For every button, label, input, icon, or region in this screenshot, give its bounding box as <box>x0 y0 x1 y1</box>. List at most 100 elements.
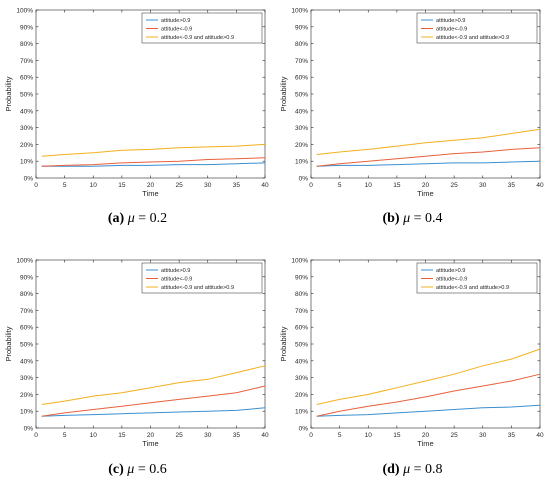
y-tick-label: 60% <box>295 75 308 82</box>
x-tick-label: 10 <box>90 432 98 439</box>
x-tick-label: 25 <box>451 432 459 439</box>
y-tick-label: 70% <box>295 58 308 65</box>
y-tick-label: 70% <box>295 308 308 315</box>
x-tick-label: 0 <box>34 182 38 189</box>
caption-value: = 0.6 <box>134 462 167 477</box>
caption-d: (d) μ = 0.8 <box>275 462 550 478</box>
x-axis-label: Time <box>417 189 433 198</box>
x-tick-label: 35 <box>508 432 516 439</box>
series-line <box>316 128 541 155</box>
series-line <box>41 143 266 157</box>
legend-label: attitude<-0.9 <box>436 277 467 283</box>
x-tick-label: 25 <box>176 182 184 189</box>
series-line <box>41 157 266 167</box>
y-tick-label: 80% <box>20 291 33 298</box>
chart-panel-a: 0% 10% 20% 30% 40% 50% 60% 70% 80% 90% 100% 0 5 10 15 2… <box>0 0 275 210</box>
x-tick-label: 25 <box>451 182 459 189</box>
x-tick-label: 30 <box>204 432 212 439</box>
series-line <box>41 385 266 417</box>
caption-symbol: μ <box>403 462 411 477</box>
y-tick-label: 100% <box>16 8 33 15</box>
x-axis-label: Time <box>142 189 158 198</box>
x-axis-label: Time <box>417 439 433 448</box>
x-tick-label: 35 <box>233 432 241 439</box>
y-tick-label: 50% <box>295 92 308 99</box>
legend-label: attitude<-0.9 <box>161 27 192 33</box>
y-axis-label: Probability <box>279 76 288 111</box>
chart-svg: 0% 10% 20% 30% 40% 50% 60% 70% 80% 90% 100% 0 5 10 15 2… <box>279 8 544 199</box>
chart-svg: 0% 10% 20% 30% 40% 50% 60% 70% 80% 90% 100% 0 5 10 15 2… <box>4 8 269 199</box>
caption-letter: (d) <box>382 462 400 477</box>
series-line <box>41 365 266 405</box>
y-tick-label: 40% <box>295 358 308 365</box>
legend-label: attitude<-0.9 and attitude>0.9 <box>436 35 509 41</box>
x-tick-label: 30 <box>479 182 487 189</box>
chart-svg: 0% 10% 20% 30% 40% 50% 60% 70% 80% 90% 100% 0 5 10 15 2… <box>4 258 269 449</box>
x-tick-label: 5 <box>63 182 67 189</box>
x-tick-label: 15 <box>118 432 126 439</box>
legend-label: attitude<-0.9 <box>436 27 467 33</box>
series-line <box>316 404 541 417</box>
y-tick-label: 40% <box>20 358 33 365</box>
y-tick-label: 90% <box>295 24 308 31</box>
y-tick-label: 40% <box>295 108 308 115</box>
x-tick-label: 25 <box>176 432 184 439</box>
caption-b: (b) μ = 0.4 <box>275 211 550 227</box>
x-tick-label: 15 <box>393 432 401 439</box>
x-tick-label: 10 <box>90 182 98 189</box>
legend-box <box>416 262 538 294</box>
caption-letter: (b) <box>382 211 400 226</box>
x-tick-label: 5 <box>63 432 67 439</box>
x-tick-label: 40 <box>261 182 269 189</box>
y-tick-label: 90% <box>20 24 33 31</box>
y-tick-label: 60% <box>295 325 308 332</box>
series-line <box>316 160 541 167</box>
x-tick-label: 35 <box>508 182 516 189</box>
x-tick-label: 20 <box>147 432 155 439</box>
x-tick-label: 40 <box>536 182 544 189</box>
legend-box <box>141 12 263 44</box>
caption-letter: (a) <box>107 211 125 226</box>
y-tick-label: 80% <box>295 41 308 48</box>
y-tick-label: 80% <box>20 41 33 48</box>
caption-a: (a) μ = 0.2 <box>0 211 275 227</box>
y-tick-label: 100% <box>291 8 308 15</box>
series-line <box>41 407 266 417</box>
y-tick-label: 10% <box>20 409 33 416</box>
caption-symbol: μ <box>127 211 135 226</box>
y-tick-label: 40% <box>20 108 33 115</box>
y-tick-label: 50% <box>20 342 33 349</box>
y-tick-label: 60% <box>20 75 33 82</box>
chart-panel-b: 0% 10% 20% 30% 40% 50% 60% 70% 80% 90% 100% 0 5 10 15 2… <box>275 0 550 210</box>
x-axis-label: Time <box>142 439 158 448</box>
y-tick-label: 70% <box>20 308 33 315</box>
x-tick-label: 15 <box>118 182 126 189</box>
series-line <box>316 373 541 417</box>
x-tick-label: 10 <box>365 432 373 439</box>
x-tick-label: 20 <box>422 432 430 439</box>
caption-value: = 0.4 <box>410 211 443 226</box>
legend-label: attitude<-0.9 and attitude>0.9 <box>436 285 509 291</box>
x-tick-label: 0 <box>34 432 38 439</box>
y-tick-label: 90% <box>20 274 33 281</box>
y-tick-label: 60% <box>20 325 33 332</box>
legend-label: attitude<-0.9 and attitude>0.9 <box>161 285 234 291</box>
y-tick-label: 20% <box>20 142 33 149</box>
y-axis-label: Probability <box>4 76 13 111</box>
x-tick-label: 30 <box>204 182 212 189</box>
caption-symbol: μ <box>127 462 135 477</box>
series-line <box>316 348 541 405</box>
legend-label: attitude>0.9 <box>436 268 465 274</box>
y-tick-label: 100% <box>291 258 308 265</box>
legend-box <box>416 12 538 44</box>
caption-letter: (c) <box>108 462 124 477</box>
chart-panel-c: 0% 10% 20% 30% 40% 50% 60% 70% 80% 90% 100% 0 5 10 15 2… <box>0 250 275 460</box>
x-tick-label: 40 <box>261 432 269 439</box>
y-tick-label: 80% <box>295 291 308 298</box>
x-tick-label: 20 <box>147 182 155 189</box>
x-tick-label: 5 <box>338 182 342 189</box>
x-tick-label: 15 <box>393 182 401 189</box>
y-tick-label: 100% <box>16 258 33 265</box>
y-tick-label: 10% <box>20 159 33 166</box>
y-tick-label: 50% <box>20 92 33 99</box>
